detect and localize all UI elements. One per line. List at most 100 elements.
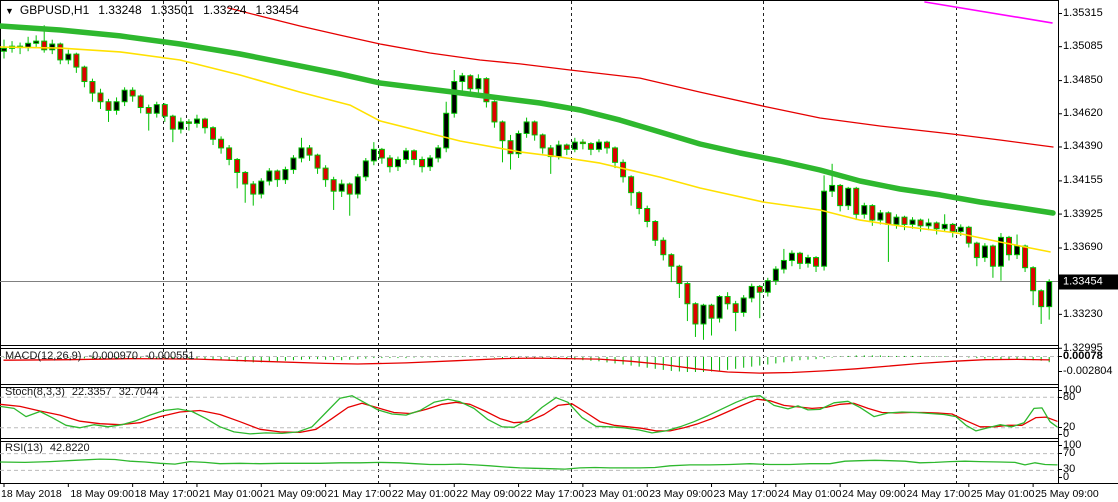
- candle-body: [893, 216, 900, 225]
- candle-body: [81, 66, 88, 83]
- time-axis-label: 22 May 09:00: [456, 488, 520, 500]
- candle-body: [515, 132, 522, 155]
- candle-body: [652, 221, 659, 241]
- candle-body: [612, 147, 619, 163]
- candle-body: [121, 89, 128, 103]
- candle-body: [33, 40, 40, 44]
- candle-body: [813, 257, 820, 267]
- candle-body: [845, 187, 852, 207]
- candle-body: [41, 40, 48, 51]
- candle-body: [531, 121, 538, 136]
- candle-body: [451, 81, 458, 114]
- candle-body: [796, 252, 803, 264]
- candle-body: [354, 176, 361, 195]
- candle-body: [1014, 245, 1021, 256]
- time-axis-label: 18 May 17:00: [134, 488, 199, 500]
- candle-body: [169, 115, 176, 130]
- candle-body: [981, 245, 988, 259]
- rsi-scale-label: 30: [1063, 463, 1076, 475]
- candle-body: [957, 226, 964, 233]
- rsi-scale-label: 70: [1063, 447, 1076, 459]
- candle-body: [925, 222, 932, 227]
- time-axis-label: 22 May 01:00: [391, 488, 456, 500]
- candle-body: [700, 304, 707, 325]
- time-axis-label: 24 May 09:00: [842, 488, 906, 500]
- rsi-scale-label: 0: [1063, 471, 1070, 483]
- candle-body: [459, 75, 466, 83]
- price-axis-label: 1.35315: [1063, 6, 1103, 19]
- candle-body: [933, 222, 940, 230]
- candle-body: [523, 121, 530, 134]
- magenta-ma-line: [924, 1, 1053, 24]
- candle-body: [668, 254, 675, 267]
- candle-body: [708, 304, 715, 319]
- candle-body: [427, 157, 434, 168]
- candle-body: [571, 141, 578, 150]
- macd-scale-max: 0.00078: [1063, 350, 1103, 362]
- candle-body: [1030, 267, 1037, 292]
- price-axis-label: 1.33690: [1063, 241, 1103, 254]
- candle-body: [837, 184, 844, 207]
- candle-body: [475, 78, 482, 90]
- candle-body: [660, 239, 667, 256]
- rsi-line: [0, 458, 1058, 470]
- candle-body: [193, 118, 200, 124]
- yellow-ma-line: [0, 46, 1051, 253]
- candle-body: [65, 53, 72, 61]
- symbol-dropdown-icon[interactable]: ▼: [5, 6, 14, 16]
- time-axis-label: 23 May 17:00: [713, 488, 778, 500]
- candle-body: [821, 190, 828, 267]
- candle-body: [306, 147, 313, 156]
- price-axis-label: 1.34620: [1063, 107, 1103, 120]
- stoch-scale-label: 20: [1063, 421, 1076, 433]
- candle-body: [1046, 281, 1053, 308]
- candle-body: [314, 154, 321, 169]
- candle-body: [885, 212, 892, 225]
- candle-body: [202, 118, 208, 129]
- candle-body: [137, 95, 144, 109]
- macd-value-signal: -0.000551: [144, 350, 195, 362]
- candle-body: [394, 158, 401, 168]
- candle-body: [153, 104, 160, 114]
- candle-body: [435, 147, 442, 159]
- macd-value-main: -0.000970: [88, 350, 138, 362]
- candle-body: [338, 183, 345, 192]
- candle-body: [97, 92, 104, 103]
- candle-body: [692, 303, 699, 325]
- candle-body: [587, 143, 594, 150]
- candle-body: [853, 187, 860, 215]
- stoch-value-k: 22.3357: [71, 386, 112, 398]
- candle-body: [145, 107, 152, 114]
- candle-body: [266, 170, 273, 182]
- candle-body: [282, 169, 289, 181]
- stoch-value-d: 32.7044: [118, 386, 159, 398]
- candle-body: [877, 212, 884, 221]
- time-axis-label: 23 May 01:00: [584, 488, 649, 500]
- candle-body: [1022, 245, 1029, 269]
- candle-body: [917, 219, 924, 227]
- current-price-tag: 1.33454: [1058, 274, 1118, 290]
- candle-body: [57, 43, 64, 61]
- candle-body: [218, 138, 225, 149]
- candle-body: [89, 81, 96, 94]
- candle-body: [716, 296, 723, 319]
- candle-body: [684, 283, 691, 305]
- candle-body: [676, 265, 683, 285]
- candle-body: [788, 252, 795, 261]
- symbol-period-label: GBPUSD,H1: [19, 3, 90, 17]
- time-axis-label: 24 May 01:00: [777, 488, 842, 500]
- candle-body: [443, 112, 450, 149]
- stoch-scale-label: 100: [1063, 384, 1082, 396]
- price-axis-label: 1.34390: [1063, 140, 1103, 153]
- candle-body: [370, 148, 377, 162]
- macd-signal-line: [3, 357, 1050, 374]
- time-axis-label: 23 May 09:00: [649, 488, 713, 500]
- chart-header: ▼ GBPUSD,H1 1.33248 1.33501 1.33224 1.33454: [5, 3, 299, 17]
- candle-body: [49, 43, 56, 51]
- candle-body: [579, 141, 586, 145]
- candle-body: [242, 171, 249, 185]
- candle-body: [386, 157, 393, 168]
- candle-body: [555, 144, 562, 158]
- candle-body: [507, 140, 514, 155]
